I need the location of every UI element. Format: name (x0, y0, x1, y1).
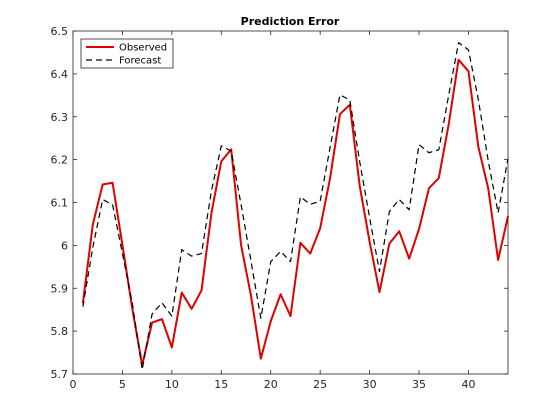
y-tick-label: 6 (61, 239, 68, 252)
y-tick-label: 6.2 (51, 154, 69, 167)
y-tick-label: 6.4 (51, 68, 69, 81)
series-line-forecast (82, 41, 509, 371)
chart-title: Prediction Error (241, 15, 340, 28)
x-tick-label: 30 (363, 378, 377, 391)
series-line-observed (81, 58, 509, 366)
x-tick-label: 5 (119, 378, 126, 391)
x-tick-label: 40 (461, 378, 475, 391)
y-tick-label: 6.3 (51, 111, 69, 124)
axes-layer: 0 5 10 15 20 25 30 35 40 5.7 5.8 5.9 6 6.1 6.2 6.3 6.4 6.… (51, 25, 509, 391)
series-layer (81, 41, 509, 371)
y-tick-label: 6.1 (51, 197, 69, 210)
y-tick-label: 5.7 (51, 368, 69, 381)
x-tick-label: 20 (264, 378, 278, 391)
legend-label-observed: Observed (119, 43, 167, 54)
y-tick-label: 5.9 (51, 282, 69, 295)
x-tick-label: 0 (70, 378, 77, 391)
y-tick-label: 6.5 (51, 25, 69, 38)
x-tick-label: 15 (214, 378, 228, 391)
plot-area (73, 31, 508, 374)
legend-label-forecast: Forecast (119, 56, 161, 67)
x-tick-label: 35 (412, 378, 426, 391)
x-tick-label: 10 (165, 378, 179, 391)
legend: Observed Forecast (80, 38, 174, 69)
y-tick-label: 5.8 (51, 325, 69, 338)
legend-box (80, 38, 174, 69)
x-tick-label: 25 (313, 378, 327, 391)
